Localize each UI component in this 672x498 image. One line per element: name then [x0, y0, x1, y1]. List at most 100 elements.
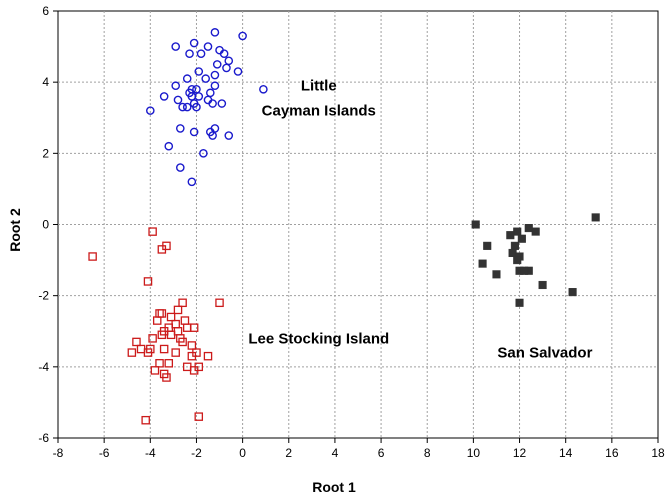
x-tick-label: -2	[191, 446, 202, 460]
data-point	[203, 351, 213, 361]
data-point	[224, 131, 234, 140]
data-point	[176, 163, 185, 172]
data-point	[157, 330, 167, 340]
data-point	[143, 277, 153, 286]
y-tick-label: 0	[42, 218, 49, 232]
data-point	[187, 341, 197, 350]
data-point	[210, 81, 220, 91]
data-point	[471, 220, 480, 229]
x-tick-label: 0	[239, 446, 246, 460]
data-point	[203, 42, 213, 51]
data-point	[492, 270, 501, 279]
data-point	[176, 124, 185, 133]
data-point	[478, 259, 487, 268]
x-axis-ticks: -8 -6 -4 -2 0 2 4 6 8 10 12 14 16 18	[53, 438, 665, 460]
data-point	[178, 298, 187, 308]
x-tick-label: 4	[332, 446, 339, 460]
data-point	[568, 288, 577, 297]
x-tick-label: 12	[513, 446, 527, 460]
y-axis-title: Root 2	[7, 208, 23, 252]
data-point	[171, 42, 180, 51]
annotation-label: Cayman Islands	[262, 103, 376, 120]
data-point	[155, 359, 164, 368]
annotation-label: Lee Stocking Island	[248, 330, 389, 347]
data-point	[194, 362, 204, 372]
y-tick-label: -6	[38, 431, 49, 445]
data-point	[212, 60, 222, 69]
x-tick-label: -4	[145, 446, 156, 460]
data-point	[162, 373, 171, 382]
data-point	[531, 227, 540, 236]
data-point	[513, 227, 522, 236]
data-point	[196, 49, 206, 59]
data-point	[157, 245, 167, 254]
data-point	[194, 67, 204, 76]
data-point	[259, 84, 268, 94]
data-point	[199, 149, 208, 158]
x-tick-label: -8	[53, 446, 64, 460]
y-tick-label: 4	[42, 75, 49, 89]
data-point	[208, 99, 217, 108]
data-point	[159, 344, 169, 354]
data-point	[187, 351, 197, 361]
data-point	[510, 241, 519, 250]
data-point	[515, 298, 524, 307]
data-point	[166, 330, 176, 340]
data-point	[194, 412, 204, 421]
data-point	[187, 177, 197, 187]
x-tick-label: 2	[285, 446, 292, 460]
data-point	[166, 312, 176, 322]
data-point	[508, 248, 517, 258]
x-tick-label: 16	[605, 446, 619, 460]
y-tick-label: 6	[42, 4, 49, 18]
x-tick-label: 14	[559, 446, 573, 460]
data-point	[210, 28, 220, 37]
data-point	[517, 234, 526, 243]
data-point	[189, 323, 199, 332]
data-point	[189, 127, 199, 137]
y-tick-label: 2	[42, 146, 49, 160]
data-point	[148, 227, 157, 236]
data-point	[171, 348, 180, 357]
y-tick-label: -2	[38, 289, 49, 303]
data-point	[201, 74, 210, 83]
data-point	[185, 49, 194, 59]
data-point	[520, 266, 529, 275]
data-point	[513, 256, 522, 265]
x-tick-label: -6	[99, 446, 110, 460]
data-point	[171, 81, 180, 91]
data-point	[222, 63, 231, 73]
data-point	[238, 31, 247, 41]
data-point	[146, 344, 155, 354]
data-point	[233, 67, 243, 76]
data-point	[210, 70, 220, 80]
data-point	[152, 316, 162, 325]
y-tick-label: -4	[38, 360, 49, 374]
gridlines	[58, 11, 658, 438]
data-point	[178, 337, 187, 347]
data-point	[483, 241, 492, 250]
data-point	[88, 252, 97, 261]
y-axis-ticks: -6 -4 -2 0 2 4 6	[38, 4, 58, 445]
data-point	[164, 359, 174, 368]
data-point	[538, 280, 547, 290]
data-point	[164, 141, 174, 151]
data-point	[141, 415, 150, 425]
x-tick-label: 8	[424, 446, 431, 460]
data-point	[215, 298, 224, 308]
data-point	[591, 213, 600, 222]
data-point	[159, 92, 169, 101]
data-point	[182, 102, 192, 112]
data-point	[217, 99, 227, 108]
x-tick-label: 18	[651, 446, 665, 460]
data-point	[182, 74, 192, 83]
data-point	[173, 305, 183, 315]
x-tick-label: 10	[467, 446, 481, 460]
annotation-label: San Salvador	[497, 345, 592, 362]
data-point	[157, 309, 167, 318]
data-point	[178, 102, 187, 112]
data-points	[88, 28, 600, 425]
data-point	[208, 131, 217, 140]
data-point	[148, 334, 157, 343]
